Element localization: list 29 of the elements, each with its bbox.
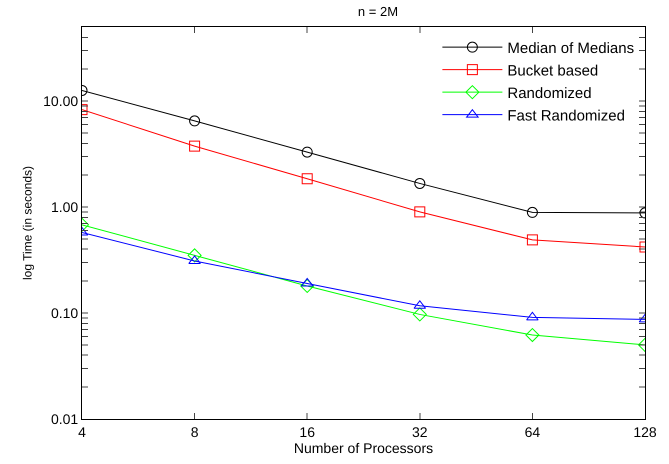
legend-label: Randomized bbox=[507, 85, 592, 102]
x-tick-label: 4 bbox=[78, 424, 86, 440]
y-tick-label: 10.00 bbox=[43, 92, 78, 109]
y-tick-label: 0.10 bbox=[50, 304, 78, 321]
point bbox=[302, 146, 313, 158]
point bbox=[414, 206, 426, 218]
chart-title: n = 2M bbox=[358, 4, 398, 20]
point bbox=[189, 140, 200, 152]
legend-label: Bucket based bbox=[507, 62, 598, 80]
legend-label: Fast Randomized bbox=[507, 108, 625, 125]
point bbox=[300, 278, 314, 293]
point bbox=[188, 248, 202, 262]
point bbox=[302, 173, 313, 184]
point bbox=[412, 307, 427, 322]
x-tick-label: 16 bbox=[299, 424, 316, 440]
y-tick-label: 0.01 bbox=[50, 410, 78, 427]
x-tick-label: 128 bbox=[633, 424, 657, 440]
x-tick-label: 64 bbox=[524, 424, 540, 440]
y-tick-label: 1.00 bbox=[50, 198, 78, 215]
point bbox=[526, 234, 538, 246]
x-tick-label: 8 bbox=[190, 424, 199, 440]
point bbox=[189, 115, 200, 126]
y-axis-title: log Time (in seconds) bbox=[20, 166, 34, 280]
x-axis-title: Number of Processors bbox=[294, 440, 434, 456]
point bbox=[525, 328, 540, 342]
point bbox=[414, 178, 426, 189]
legend-label: Median of Medians bbox=[507, 40, 634, 58]
point bbox=[526, 206, 538, 218]
x-tick-label: 32 bbox=[412, 424, 428, 440]
